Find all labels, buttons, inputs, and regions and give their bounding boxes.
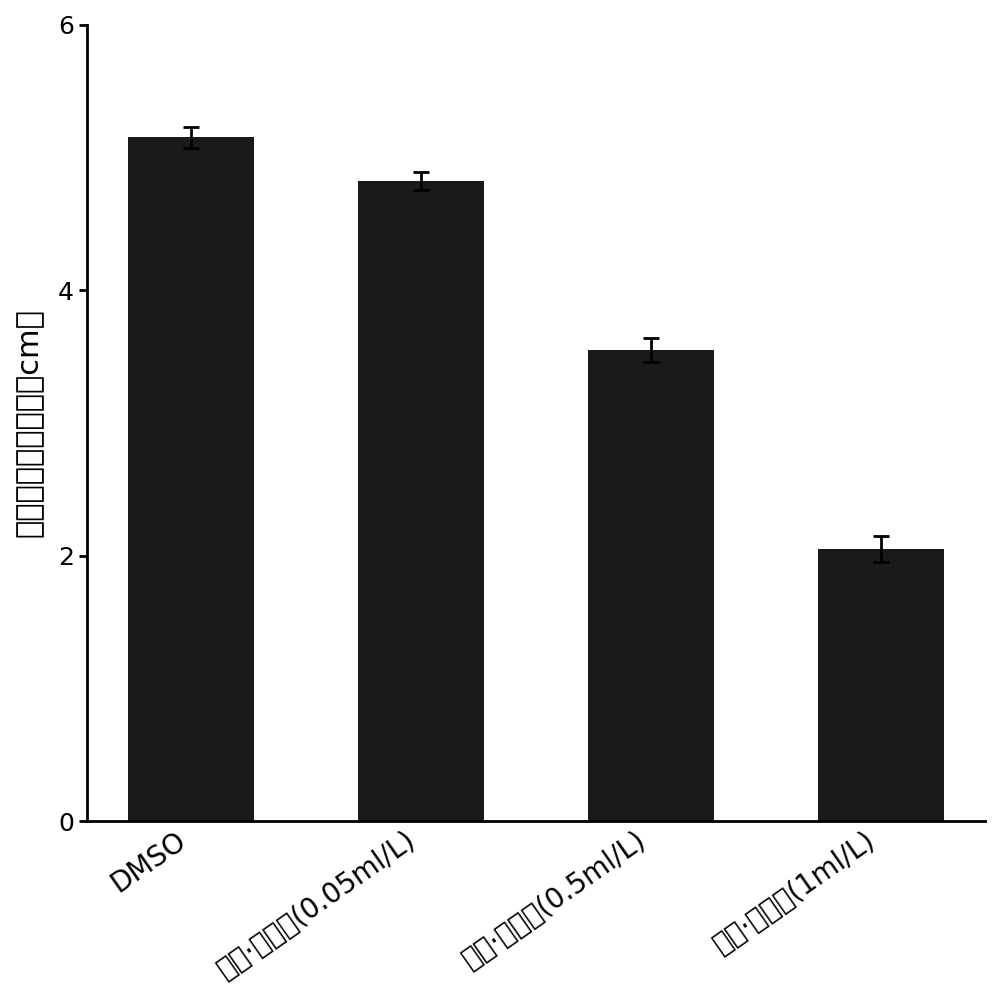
- Bar: [358, 181, 484, 821]
- Bar: [818, 549, 944, 821]
- Bar: [128, 138, 254, 821]
- Y-axis label: 植物早疫病菌直径（cm）: 植物早疫病菌直径（cm）: [15, 309, 44, 537]
- Bar: [588, 350, 714, 821]
